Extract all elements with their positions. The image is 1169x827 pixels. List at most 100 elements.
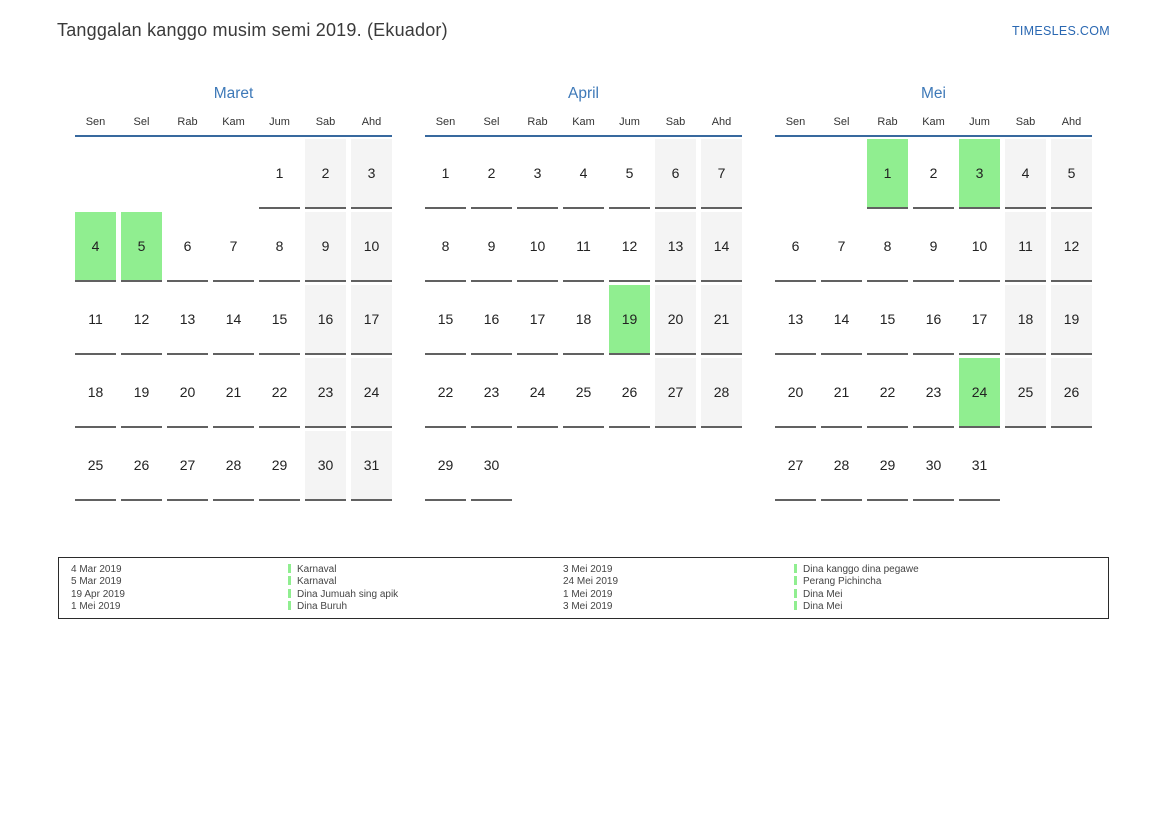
legend-date: 5 Mar 2019 [71,576,122,588]
calendar-day: 31 [351,431,392,501]
calendar-day: 4 [1005,139,1046,209]
calendar-day: 20 [655,285,696,355]
legend-event-label: Perang Pichincha [803,576,882,588]
weekday-label: Sen [435,116,456,128]
calendar-day: 1 [867,139,908,209]
calendar-day: 7 [821,212,862,282]
calendar-day: 7 [701,139,742,209]
calendar-day: 23 [913,358,954,428]
month-april: April Sen Sel Rab Kam Jum Sab Ahd 1 2 3 4 5 6 7 8 9 10 11 1… [425,85,742,501]
calendar-day: 2 [471,139,512,209]
legend-event: Dina kanggo dina pegawe [794,564,1108,576]
calendar-day: 27 [167,431,208,501]
weekday-label: Jum [619,116,640,128]
month-mei: Mei Sen Sel Rab Kam Jum Sab Ahd 1 2 3 4 5 6 7 8 9 10 11 12 1… [775,85,1092,501]
weekday-label: Jum [269,116,290,128]
calendar-day: 29 [259,431,300,501]
calendar-day: 24 [351,358,392,428]
calendar-day: 7 [213,212,254,282]
weekday-label: Rab [527,116,548,128]
calendar-day: 11 [1005,212,1046,282]
calendar-day-empty [775,139,816,209]
calendar-day: 3 [517,139,558,209]
weekday-label: Sel [833,116,850,128]
calendar-day: 29 [867,431,908,501]
calendar-day: 20 [167,358,208,428]
calendar-day: 25 [75,431,116,501]
calendar-day: 26 [1051,358,1092,428]
calendar-day: 28 [821,431,862,501]
legend-event: Perang Pichincha [794,576,1108,588]
month-maret: Maret Sen Sel Rab Kam Jum Sab Ahd 1 2 3 4 5 6 7 8 9 10 11 1… [75,85,392,501]
legend-event: Karnaval [288,564,563,576]
month-title: Mei [921,85,946,102]
legend-date: 1 Mei 2019 [71,601,121,613]
calendar-day: 11 [75,285,116,355]
calendar-day: 24 [959,358,1000,428]
calendar-day-empty [517,431,558,501]
calendar-day: 23 [471,358,512,428]
weekday-label: Kam [572,116,595,128]
calendar-day: 14 [821,285,862,355]
weekday-label: Sel [483,116,500,128]
calendar-day: 10 [959,212,1000,282]
calendar-day: 28 [213,431,254,501]
calendar-day: 14 [213,285,254,355]
calendar-day: 6 [167,212,208,282]
weekday-header-row: Sen Sel Rab Kam Jum Sab Ahd [775,116,1092,137]
calendar-day: 13 [655,212,696,282]
calendar-day-empty [1005,431,1046,501]
weekday-label: Kam [922,116,945,128]
calendar-day: 1 [425,139,466,209]
calendar-day: 28 [701,358,742,428]
calendar-day-empty [563,431,604,501]
holiday-marker-icon [288,588,291,598]
calendar-day: 26 [609,358,650,428]
weekday-label: Ahd [1061,116,1082,128]
legend-event-column: Karnaval Karnaval Dina Jumuah sing apik Din… [288,564,563,618]
weekday-header-row: Sen Sel Rab Kam Jum Sab Ahd [75,116,392,137]
legend-date: 3 Mei 2019 [563,564,613,575]
legend-event-label: Dina Mei [803,588,843,600]
calendar-day: 15 [259,285,300,355]
legend-event-label: Dina Mei [803,601,843,613]
calendar-day: 21 [213,358,254,428]
calendar-day: 6 [775,212,816,282]
weekday-label: Kam [222,116,245,128]
calendar-day: 17 [959,285,1000,355]
legend-box: 4 Mar 2019 5 Mar 2019 19 Apr 2019 1 Mei 201… [58,557,1109,619]
calendar-day: 10 [351,212,392,282]
calendar-day: 22 [259,358,300,428]
calendar-day: 3 [959,139,1000,209]
legend-date: 24 Mei 2019 [563,576,619,588]
weekday-label: Sab [1015,116,1036,128]
legend-event: Dina Mei [794,601,1108,613]
weekday-header-row: Sen Sel Rab Kam Jum Sab Ahd [425,116,742,137]
calendar-day: 5 [1051,139,1092,209]
calendar-day: 2 [305,139,346,209]
months-container: Maret Sen Sel Rab Kam Jum Sab Ahd 1 2 3 4 5 6 7 8 9 10 11 1… [75,85,1092,501]
site-link[interactable]: TIMESLES.COM [1011,24,1110,38]
calendar-day: 27 [775,431,816,501]
weekday-label: Sen [85,116,106,128]
legend-date-column: 3 Mei 2019 24 Mei 2019 1 Mei 2019 3 Mei 201… [563,564,794,618]
weekday-label: Rab [177,116,198,128]
holiday-marker-icon [288,564,291,573]
calendar-day: 13 [167,285,208,355]
calendar-day: 10 [517,212,558,282]
holiday-marker-icon [794,564,797,573]
calendar-day-empty [609,431,650,501]
calendar-day-empty [701,431,742,501]
calendar-day: 17 [517,285,558,355]
month-title: April [567,85,599,102]
calendar-day: 12 [609,212,650,282]
calendar-day: 18 [1005,285,1046,355]
month-grid: 1 2 3 4 5 6 7 8 9 10 11 12 13 14 15 16 17 18 19 20 21 22 23 24 2… [425,139,742,501]
calendar-day: 18 [563,285,604,355]
legend-event: Karnaval [288,576,563,588]
calendar-day: 12 [121,285,162,355]
calendar-day: 13 [775,285,816,355]
month-grid: 1 2 3 4 5 6 7 8 9 10 11 12 13 14 15 16 17 18 19 20 21 22 23 24 2… [775,139,1092,501]
legend-event-label: Dina Jumuah sing apik [297,588,399,600]
month-grid: 1 2 3 4 5 6 7 8 9 10 11 12 13 14 15 16 17 18 19 20 21 22 23 24 2… [75,139,392,501]
